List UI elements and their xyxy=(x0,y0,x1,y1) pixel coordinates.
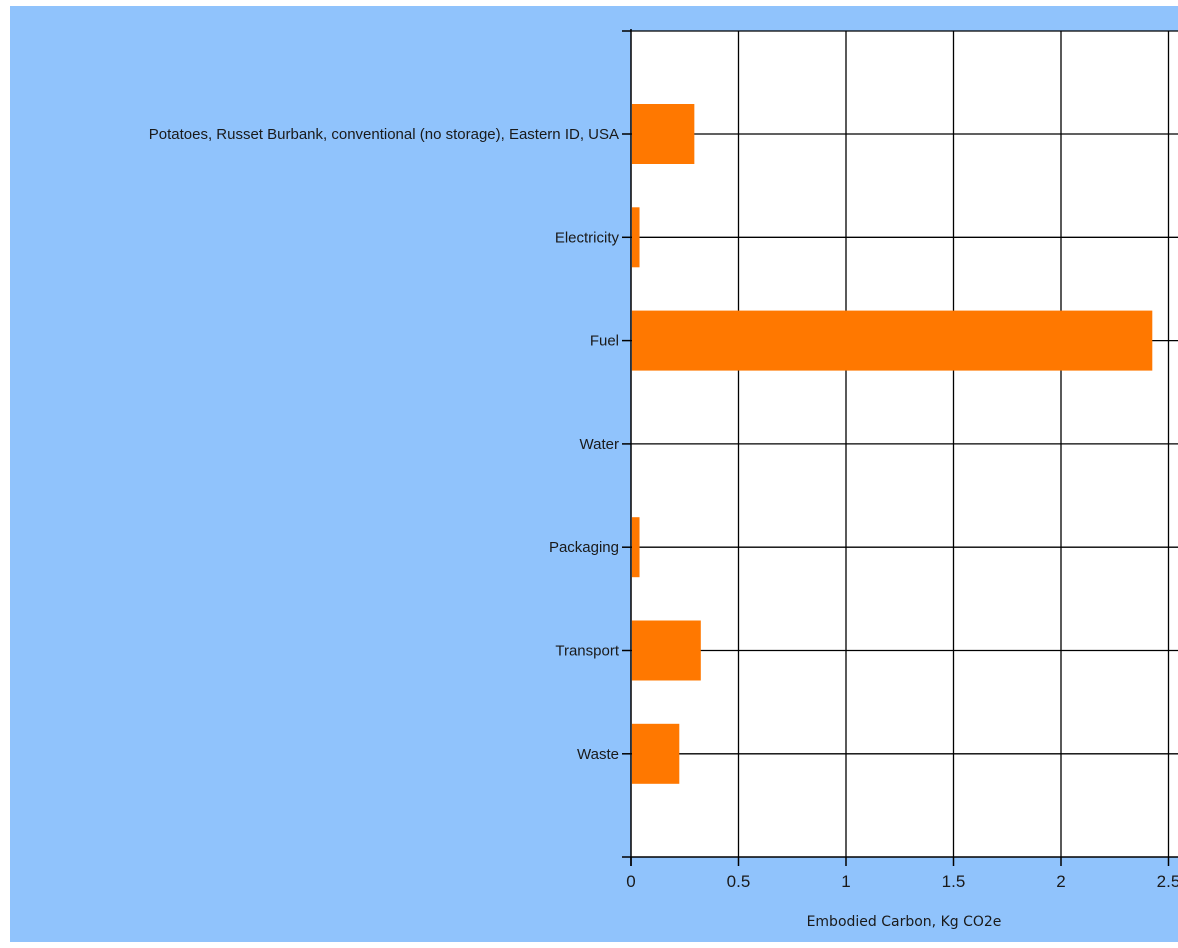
axes xyxy=(622,29,1178,866)
x-tick-label: 1 xyxy=(841,872,850,891)
x-tick-label: 2.5 xyxy=(1157,872,1178,891)
bar xyxy=(632,207,640,268)
bar xyxy=(632,310,1153,371)
x-tick-label: 1.5 xyxy=(942,872,966,891)
y-tick-label: Water xyxy=(580,436,619,453)
x-tick-label: 2 xyxy=(1056,872,1065,891)
x-tick-label: 0 xyxy=(626,872,635,891)
x-axis-title: Embodied Carbon, Kg CO2e xyxy=(807,914,1002,930)
bar xyxy=(632,104,695,164)
y-tick-label: Waste xyxy=(577,746,619,763)
x-tick-label: 0.5 xyxy=(727,872,751,891)
bar-chart: Potatoes, Russet Burbank, conventional (… xyxy=(149,29,1178,930)
labels: Potatoes, Russet Burbank, conventional (… xyxy=(149,126,1178,891)
bars xyxy=(632,104,1153,784)
y-tick-label: Potatoes, Russet Burbank, conventional (… xyxy=(149,126,619,143)
y-tick-label: Packaging xyxy=(549,539,619,556)
chart-panel: Potatoes, Russet Burbank, conventional (… xyxy=(10,6,1178,942)
y-tick-label: Transport xyxy=(555,643,619,660)
bar xyxy=(632,723,680,784)
bar xyxy=(632,620,701,681)
bar xyxy=(632,517,640,578)
y-tick-label: Fuel xyxy=(590,333,619,350)
y-tick-label: Electricity xyxy=(555,229,620,246)
